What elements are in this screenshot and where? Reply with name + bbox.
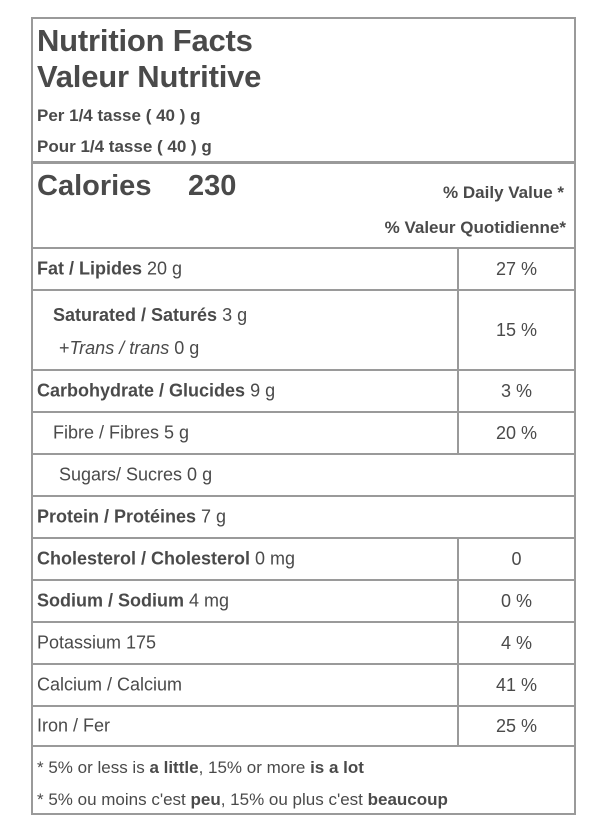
nutrient-label: Protein / Protéines bbox=[37, 506, 197, 527]
nutrient-label: Iron / Fer bbox=[37, 715, 111, 736]
nutrient-row-saturated-trans: Saturated / Saturés 3 g +Trans / trans 0… bbox=[33, 291, 574, 371]
nutrient-daily-value: 15 % bbox=[457, 291, 574, 369]
nutrient-daily-value: 20 % bbox=[457, 413, 574, 453]
nutrient-row-sodium: Sodium / Sodium 4 mg 0 % bbox=[33, 581, 574, 623]
nutrient-row-fat: Fat / Lipides 20 g 27 % bbox=[33, 249, 574, 291]
nutrient-row-iron: Iron / Fer 25 % bbox=[33, 707, 574, 747]
nutrient-name: Protein / Protéines 7 g bbox=[37, 507, 226, 528]
nutrient-amount: 20 g bbox=[142, 258, 183, 279]
nutrient-name: Carbohydrate / Glucides 9 g bbox=[37, 381, 275, 402]
serving-size-english: Per 1/4 tasse ( 40 ) g bbox=[37, 106, 201, 125]
nutrient-daily-value: 0 bbox=[457, 539, 574, 579]
footnote-text: * 5% ou moins c'est bbox=[37, 790, 191, 809]
nutrient-label: Fat / Lipides bbox=[37, 258, 143, 279]
nutrient-name: Sodium / Sodium 4 mg bbox=[37, 591, 229, 612]
footnote-emphasis: peu bbox=[190, 790, 221, 809]
nutrient-amount: 9 g bbox=[245, 380, 276, 401]
footnote-text: , 15% or more bbox=[198, 758, 311, 777]
nutrient-amount: 4 mg bbox=[184, 590, 230, 611]
nutrient-label: Fibre / Fibres 5 g bbox=[53, 422, 190, 443]
nutrient-daily-value: 4 % bbox=[457, 623, 574, 663]
daily-value-heading-english: % Daily Value * bbox=[443, 183, 564, 202]
nutrient-name: Cholesterol / Cholesterol 0 mg bbox=[37, 549, 295, 570]
nutrient-daily-value: 27 % bbox=[457, 249, 574, 289]
calories-value: 230 bbox=[188, 170, 237, 202]
nutrient-label: Sodium / Sodium bbox=[37, 590, 184, 611]
footnote-text: , 15% ou plus c'est bbox=[220, 790, 368, 809]
nutrition-facts-panel: Nutrition Facts Valeur Nutritive Per 1/4… bbox=[31, 17, 576, 815]
nutrient-daily-value: 41 % bbox=[457, 665, 574, 705]
nutrient-label: Calcium / Calcium bbox=[37, 674, 183, 695]
nutrient-label: Sugars/ Sucres 0 g bbox=[59, 464, 213, 485]
calories-label: Calories bbox=[37, 170, 152, 202]
footnote-english: * 5% or less is a little, 15% or more is… bbox=[37, 758, 364, 778]
calories-section: Calories 230 % Daily Value * % Valeur Qu… bbox=[33, 164, 574, 249]
nutrient-amount: 0 g bbox=[169, 338, 200, 358]
label-header: Nutrition Facts Valeur Nutritive Per 1/4… bbox=[33, 19, 574, 164]
daily-value-heading-french: % Valeur Quotidienne* bbox=[384, 218, 566, 237]
nutrient-daily-value: 3 % bbox=[457, 371, 574, 411]
trans-prefix: + bbox=[59, 338, 70, 358]
nutrient-row-carbohydrate: Carbohydrate / Glucides 9 g 3 % bbox=[33, 371, 574, 413]
nutrient-row-protein: Protein / Protéines 7 g bbox=[33, 497, 574, 539]
nutrient-daily-value: 25 % bbox=[457, 707, 574, 745]
footnote-text: * 5% or less is bbox=[37, 758, 150, 777]
nutrient-row-cholesterol: Cholesterol / Cholesterol 0 mg 0 bbox=[33, 539, 574, 581]
trans-line: +Trans / trans 0 g bbox=[59, 338, 199, 359]
nutrient-row-potassium: Potassium 175 4 % bbox=[33, 623, 574, 665]
nutrient-amount: 0 mg bbox=[250, 548, 296, 569]
nutrient-name: Fat / Lipides 20 g bbox=[37, 259, 182, 280]
footnote-french: * 5% ou moins c'est peu, 15% ou plus c'e… bbox=[37, 790, 448, 810]
footnote-emphasis: beaucoup bbox=[367, 790, 448, 809]
footnote-emphasis: is a lot bbox=[310, 758, 364, 777]
title-french: Valeur Nutritive bbox=[37, 59, 262, 94]
trans-label: Trans / trans bbox=[69, 338, 170, 358]
title-english: Nutrition Facts bbox=[37, 23, 253, 58]
nutrient-label: Cholesterol / Cholesterol bbox=[37, 548, 251, 569]
nutrient-row-calcium: Calcium / Calcium 41 % bbox=[33, 665, 574, 707]
saturated-line: Saturated / Saturés 3 g bbox=[53, 305, 247, 326]
nutrient-row-sugars: Sugars/ Sucres 0 g bbox=[33, 455, 574, 497]
nutrient-amount: 7 g bbox=[196, 506, 227, 527]
footnote-emphasis: a little bbox=[149, 758, 199, 777]
nutrient-label: Carbohydrate / Glucides bbox=[37, 380, 246, 401]
nutrient-row-fibre: Fibre / Fibres 5 g 20 % bbox=[33, 413, 574, 455]
nutrient-amount: 3 g bbox=[217, 305, 248, 325]
nutrient-label: Saturated / Saturés bbox=[53, 305, 218, 325]
footnote-section: * 5% or less is a little, 15% or more is… bbox=[33, 745, 574, 813]
nutrient-daily-value: 0 % bbox=[457, 581, 574, 621]
nutrient-label: Potassium 175 bbox=[37, 632, 157, 653]
serving-size-french: Pour 1/4 tasse ( 40 ) g bbox=[37, 137, 212, 156]
